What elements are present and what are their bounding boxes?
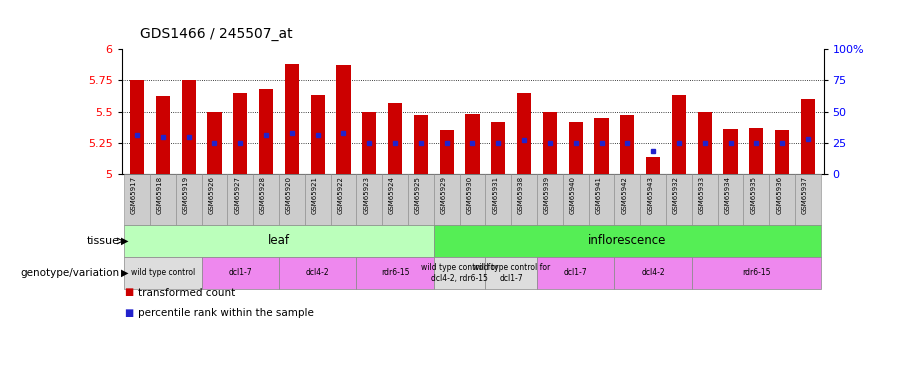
Bar [491,122,506,174]
Bar [130,80,144,174]
Text: GSM65933: GSM65933 [698,176,705,214]
Text: GSM65941: GSM65941 [596,176,601,214]
Text: genotype/variation: genotype/variation [21,268,120,278]
Text: GSM65937: GSM65937 [802,176,808,214]
Bar [801,99,815,174]
Bar [594,118,608,174]
Text: GSM65934: GSM65934 [724,176,731,214]
Text: GSM65935: GSM65935 [751,176,756,214]
Bar [672,95,686,174]
Text: ▶: ▶ [122,268,129,278]
Text: GSM65931: GSM65931 [492,176,499,214]
Text: transformed count: transformed count [138,288,235,297]
Bar [388,103,402,174]
Text: inflorescence: inflorescence [589,234,667,248]
Bar [620,116,634,174]
Text: GSM65939: GSM65939 [544,176,550,214]
Text: GSM65936: GSM65936 [776,176,782,214]
Text: wild type control: wild type control [130,268,195,278]
Bar [750,128,763,174]
Bar [543,112,557,174]
Text: GSM65927: GSM65927 [234,176,240,214]
Text: leaf: leaf [268,234,290,248]
Text: GSM65926: GSM65926 [209,176,214,214]
Text: GSM65929: GSM65929 [441,176,446,214]
Text: GSM65938: GSM65938 [518,176,524,214]
Text: wild type control for
dcl4-2, rdr6-15: wild type control for dcl4-2, rdr6-15 [421,263,499,282]
Text: GSM65940: GSM65940 [570,176,576,214]
Bar [337,65,351,174]
Bar [646,157,661,174]
Text: GSM65924: GSM65924 [389,176,395,214]
Text: GSM65942: GSM65942 [621,176,627,214]
Text: GSM65932: GSM65932 [673,176,679,214]
Bar [182,80,195,174]
Text: GSM65943: GSM65943 [647,176,653,214]
Text: GDS1466 / 245507_at: GDS1466 / 245507_at [140,27,292,41]
Text: GSM65920: GSM65920 [286,176,292,214]
Text: dcl1-7: dcl1-7 [564,268,588,278]
Text: GSM65918: GSM65918 [157,176,163,214]
Bar [414,116,428,174]
Bar [439,130,454,174]
Bar [156,96,170,174]
Text: rdr6-15: rdr6-15 [381,268,410,278]
Bar [259,89,273,174]
Text: tissue: tissue [86,236,120,246]
Bar [310,95,325,174]
Bar [362,112,376,174]
Text: ■: ■ [124,308,133,318]
Text: GSM65925: GSM65925 [415,176,421,214]
Text: wild type control for
dcl1-7: wild type control for dcl1-7 [472,263,550,282]
Bar [775,130,789,174]
Bar [284,64,299,174]
Text: ■: ■ [124,288,133,297]
Text: GSM65928: GSM65928 [260,176,266,214]
Text: GSM65921: GSM65921 [311,176,318,214]
Text: GSM65923: GSM65923 [364,176,369,214]
Text: GSM65930: GSM65930 [466,176,472,214]
Bar [233,93,248,174]
Bar [569,122,583,174]
Text: dcl1-7: dcl1-7 [229,268,252,278]
Text: rdr6-15: rdr6-15 [742,268,770,278]
Bar [465,114,480,174]
Bar [207,112,221,174]
Text: percentile rank within the sample: percentile rank within the sample [138,308,313,318]
Bar [517,93,531,174]
Text: GSM65917: GSM65917 [131,176,137,214]
Text: dcl4-2: dcl4-2 [306,268,329,278]
Text: GSM65922: GSM65922 [338,176,344,214]
Text: ▶: ▶ [122,236,129,246]
Text: GSM65919: GSM65919 [183,176,189,214]
Bar [698,112,712,174]
Text: dcl4-2: dcl4-2 [642,268,665,278]
Bar [724,129,738,174]
